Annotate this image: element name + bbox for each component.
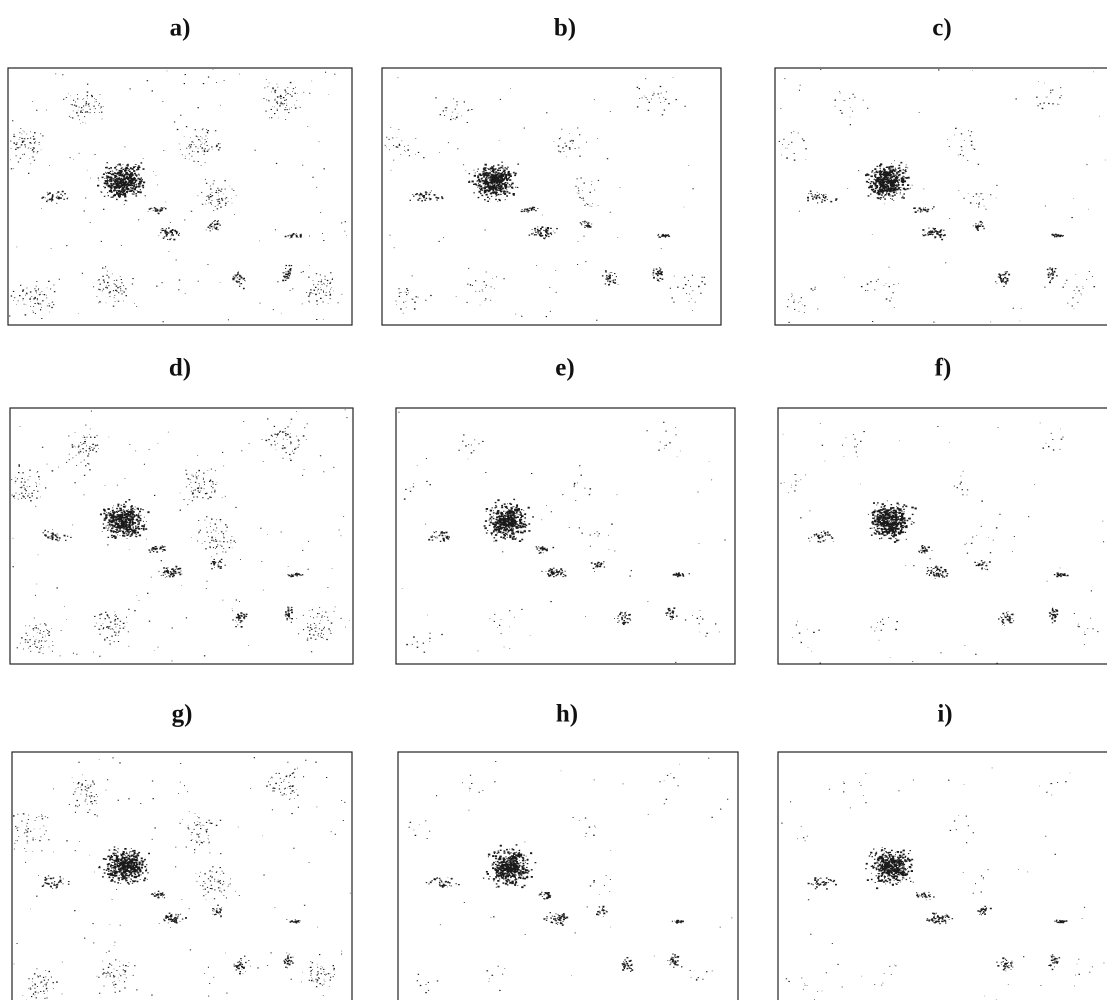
image-frame [8, 68, 352, 325]
panel: a) [8, 15, 352, 325]
figure: a) b) c) d) e) f) g) h) i) [0, 0, 1107, 1000]
panel-label: h) [556, 701, 578, 728]
panel-label: a) [170, 15, 191, 42]
panel: e) [396, 355, 735, 664]
panel-label: b) [554, 15, 576, 42]
panel: c) [775, 15, 1107, 325]
panel: g) [12, 701, 352, 1000]
panel-label: c) [932, 15, 951, 42]
panel: d) [10, 355, 353, 664]
panel: f) [778, 355, 1107, 664]
image-frame [382, 68, 721, 325]
panel-label: d) [169, 355, 191, 382]
panel-label: i) [937, 701, 952, 728]
panel-label: f) [935, 355, 952, 382]
panel-label: e) [555, 355, 574, 382]
image-frame [10, 408, 353, 664]
image-frame [12, 752, 352, 1000]
panel: b) [382, 15, 721, 325]
panel: i) [778, 701, 1107, 1000]
panel-label: g) [172, 701, 193, 728]
image-frame [778, 408, 1107, 664]
panel: h) [398, 701, 738, 1000]
image-frame [398, 752, 738, 1000]
image-frame [775, 68, 1107, 325]
